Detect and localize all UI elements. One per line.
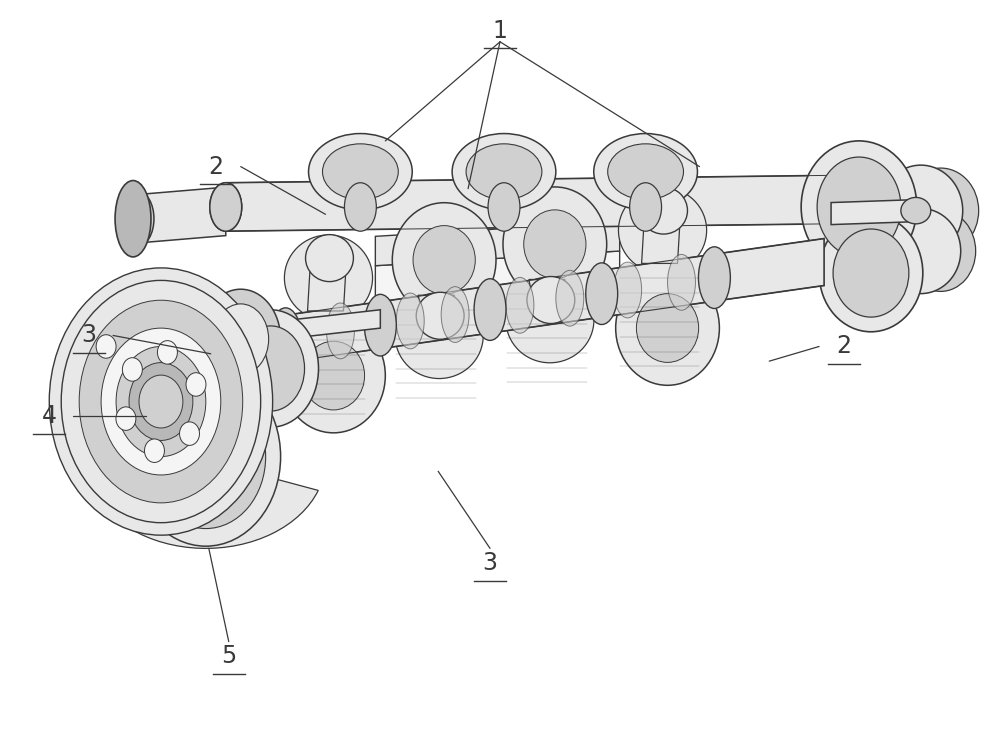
Ellipse shape [168, 411, 244, 502]
Ellipse shape [210, 183, 242, 231]
Ellipse shape [129, 363, 193, 441]
Ellipse shape [115, 181, 151, 257]
Ellipse shape [636, 293, 699, 363]
Ellipse shape [96, 335, 116, 358]
Ellipse shape [618, 187, 707, 273]
Ellipse shape [668, 254, 695, 310]
Polygon shape [831, 192, 899, 266]
Ellipse shape [326, 303, 354, 359]
Ellipse shape [223, 310, 319, 427]
Ellipse shape [586, 263, 618, 324]
Ellipse shape [903, 168, 979, 254]
Ellipse shape [608, 144, 683, 200]
Text: 4: 4 [42, 404, 57, 428]
Text: 3: 3 [483, 551, 498, 575]
Ellipse shape [395, 293, 483, 379]
Ellipse shape [309, 133, 412, 210]
Ellipse shape [640, 187, 687, 234]
Ellipse shape [819, 214, 923, 332]
Ellipse shape [49, 268, 273, 535]
Ellipse shape [270, 308, 302, 369]
Ellipse shape [237, 326, 305, 411]
Ellipse shape [180, 422, 199, 445]
Ellipse shape [139, 375, 183, 428]
Ellipse shape [906, 211, 976, 291]
Ellipse shape [488, 183, 520, 231]
Ellipse shape [201, 289, 281, 389]
Ellipse shape [527, 276, 575, 324]
Polygon shape [231, 239, 824, 370]
Ellipse shape [506, 277, 594, 363]
Ellipse shape [282, 318, 385, 433]
Ellipse shape [594, 133, 697, 210]
Ellipse shape [901, 198, 931, 224]
Ellipse shape [833, 229, 909, 317]
Polygon shape [308, 243, 347, 311]
Ellipse shape [322, 144, 398, 200]
Ellipse shape [801, 141, 917, 273]
Ellipse shape [344, 183, 376, 231]
Ellipse shape [101, 328, 221, 475]
Ellipse shape [122, 192, 154, 246]
Text: 2: 2 [208, 155, 223, 178]
Ellipse shape [881, 209, 961, 293]
Ellipse shape [302, 341, 365, 410]
Polygon shape [138, 187, 226, 243]
Ellipse shape [213, 304, 269, 374]
Text: 1: 1 [493, 18, 507, 43]
Ellipse shape [79, 300, 243, 503]
Text: 3: 3 [82, 324, 97, 347]
Polygon shape [375, 251, 620, 317]
Ellipse shape [698, 247, 730, 309]
Ellipse shape [630, 183, 662, 231]
Ellipse shape [506, 277, 534, 333]
Ellipse shape [879, 165, 963, 256]
Wedge shape [90, 461, 318, 548]
Ellipse shape [131, 367, 281, 546]
Ellipse shape [306, 234, 353, 282]
Ellipse shape [556, 270, 584, 326]
Ellipse shape [116, 346, 206, 457]
Ellipse shape [157, 340, 177, 364]
Ellipse shape [817, 157, 901, 257]
Ellipse shape [441, 287, 469, 343]
Ellipse shape [144, 439, 164, 462]
Ellipse shape [396, 293, 424, 349]
Ellipse shape [284, 235, 373, 321]
Polygon shape [226, 175, 827, 231]
Ellipse shape [452, 133, 556, 210]
Ellipse shape [466, 144, 542, 200]
Ellipse shape [122, 357, 142, 381]
Ellipse shape [413, 226, 475, 294]
Ellipse shape [614, 262, 642, 318]
Polygon shape [831, 200, 916, 225]
Polygon shape [375, 222, 620, 266]
Ellipse shape [184, 430, 228, 483]
Polygon shape [418, 296, 458, 315]
Ellipse shape [616, 270, 719, 385]
Ellipse shape [416, 293, 464, 339]
Polygon shape [251, 310, 380, 343]
Ellipse shape [61, 280, 261, 523]
Ellipse shape [146, 385, 266, 528]
Polygon shape [642, 196, 681, 263]
Polygon shape [529, 279, 569, 300]
Ellipse shape [210, 183, 242, 231]
Text: 2: 2 [837, 335, 852, 358]
Ellipse shape [524, 210, 586, 279]
Ellipse shape [474, 279, 506, 340]
Ellipse shape [364, 294, 396, 356]
Ellipse shape [116, 407, 136, 430]
Ellipse shape [392, 203, 496, 317]
Ellipse shape [186, 373, 206, 397]
Text: 5: 5 [221, 644, 236, 668]
Ellipse shape [503, 187, 607, 301]
